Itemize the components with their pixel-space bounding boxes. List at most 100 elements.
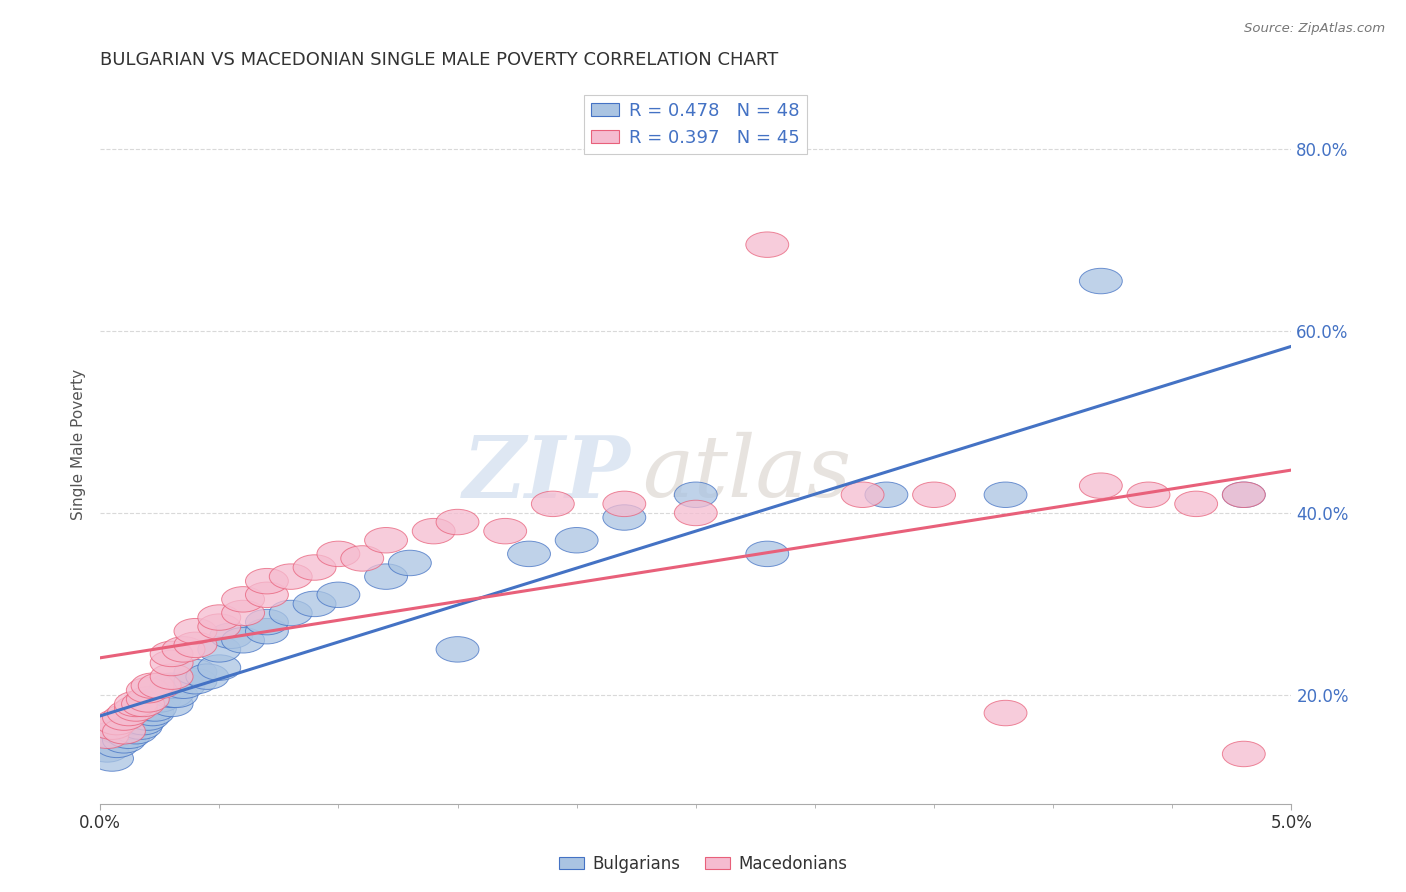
Ellipse shape — [162, 673, 205, 698]
Ellipse shape — [388, 550, 432, 575]
Ellipse shape — [270, 564, 312, 590]
Ellipse shape — [107, 700, 150, 726]
Ellipse shape — [198, 605, 240, 631]
Ellipse shape — [174, 659, 217, 685]
Ellipse shape — [121, 709, 165, 735]
Legend: R = 0.478   N = 48, R = 0.397   N = 45: R = 0.478 N = 48, R = 0.397 N = 45 — [585, 95, 807, 154]
Ellipse shape — [436, 509, 479, 535]
Ellipse shape — [150, 673, 193, 698]
Ellipse shape — [209, 623, 253, 648]
Ellipse shape — [364, 564, 408, 590]
Ellipse shape — [1174, 491, 1218, 516]
Ellipse shape — [1128, 482, 1170, 508]
Ellipse shape — [138, 673, 181, 698]
Legend: Bulgarians, Macedonians: Bulgarians, Macedonians — [553, 848, 853, 880]
Ellipse shape — [114, 718, 157, 744]
Ellipse shape — [436, 637, 479, 662]
Ellipse shape — [90, 746, 134, 772]
Ellipse shape — [150, 641, 193, 666]
Ellipse shape — [150, 682, 193, 707]
Ellipse shape — [103, 705, 145, 731]
Ellipse shape — [292, 591, 336, 616]
Ellipse shape — [174, 668, 217, 694]
Ellipse shape — [246, 618, 288, 644]
Ellipse shape — [841, 482, 884, 508]
Ellipse shape — [745, 541, 789, 566]
Ellipse shape — [531, 491, 574, 516]
Ellipse shape — [984, 482, 1026, 508]
Ellipse shape — [745, 232, 789, 258]
Ellipse shape — [120, 714, 162, 739]
Ellipse shape — [174, 618, 217, 644]
Ellipse shape — [150, 650, 193, 676]
Ellipse shape — [198, 655, 240, 681]
Ellipse shape — [103, 718, 145, 744]
Ellipse shape — [138, 687, 181, 712]
Ellipse shape — [107, 723, 150, 748]
Ellipse shape — [412, 518, 456, 544]
Ellipse shape — [96, 709, 138, 735]
Ellipse shape — [114, 696, 157, 722]
Ellipse shape — [186, 664, 229, 690]
Ellipse shape — [127, 691, 169, 716]
Ellipse shape — [270, 600, 312, 625]
Text: ZIP: ZIP — [463, 432, 630, 516]
Ellipse shape — [155, 682, 198, 707]
Ellipse shape — [162, 637, 205, 662]
Ellipse shape — [316, 541, 360, 566]
Ellipse shape — [340, 546, 384, 571]
Ellipse shape — [246, 568, 288, 594]
Ellipse shape — [222, 600, 264, 625]
Ellipse shape — [198, 637, 240, 662]
Ellipse shape — [96, 732, 138, 757]
Text: atlas: atlas — [643, 432, 851, 515]
Ellipse shape — [98, 718, 141, 744]
Ellipse shape — [86, 723, 129, 748]
Ellipse shape — [198, 614, 240, 640]
Ellipse shape — [131, 673, 174, 698]
Text: BULGARIAN VS MACEDONIAN SINGLE MALE POVERTY CORRELATION CHART: BULGARIAN VS MACEDONIAN SINGLE MALE POVE… — [100, 51, 779, 69]
Ellipse shape — [675, 500, 717, 525]
Ellipse shape — [121, 691, 165, 716]
Ellipse shape — [114, 709, 157, 735]
Ellipse shape — [912, 482, 956, 508]
Ellipse shape — [603, 505, 645, 530]
Ellipse shape — [222, 628, 264, 653]
Ellipse shape — [865, 482, 908, 508]
Ellipse shape — [1080, 473, 1122, 499]
Text: Source: ZipAtlas.com: Source: ZipAtlas.com — [1244, 22, 1385, 36]
Ellipse shape — [150, 691, 193, 716]
Ellipse shape — [246, 609, 288, 635]
Ellipse shape — [134, 696, 176, 722]
Ellipse shape — [103, 728, 145, 753]
Ellipse shape — [114, 691, 157, 716]
Ellipse shape — [103, 718, 145, 744]
Ellipse shape — [1080, 268, 1122, 293]
Ellipse shape — [364, 527, 408, 553]
Ellipse shape — [90, 723, 134, 748]
Ellipse shape — [1222, 741, 1265, 767]
Ellipse shape — [1222, 482, 1265, 508]
Ellipse shape — [222, 587, 264, 612]
Ellipse shape — [127, 696, 169, 722]
Ellipse shape — [603, 491, 645, 516]
Y-axis label: Single Male Poverty: Single Male Poverty — [72, 369, 86, 520]
Ellipse shape — [1222, 482, 1265, 508]
Ellipse shape — [127, 705, 169, 731]
Ellipse shape — [127, 678, 169, 703]
Ellipse shape — [508, 541, 551, 566]
Ellipse shape — [555, 527, 598, 553]
Ellipse shape — [484, 518, 527, 544]
Ellipse shape — [292, 555, 336, 581]
Ellipse shape — [110, 714, 152, 739]
Ellipse shape — [174, 632, 217, 657]
Ellipse shape — [86, 737, 129, 762]
Ellipse shape — [127, 687, 169, 712]
Ellipse shape — [316, 582, 360, 607]
Ellipse shape — [131, 700, 174, 726]
Ellipse shape — [90, 714, 134, 739]
Ellipse shape — [246, 582, 288, 607]
Ellipse shape — [150, 664, 193, 690]
Ellipse shape — [675, 482, 717, 508]
Ellipse shape — [984, 700, 1026, 726]
